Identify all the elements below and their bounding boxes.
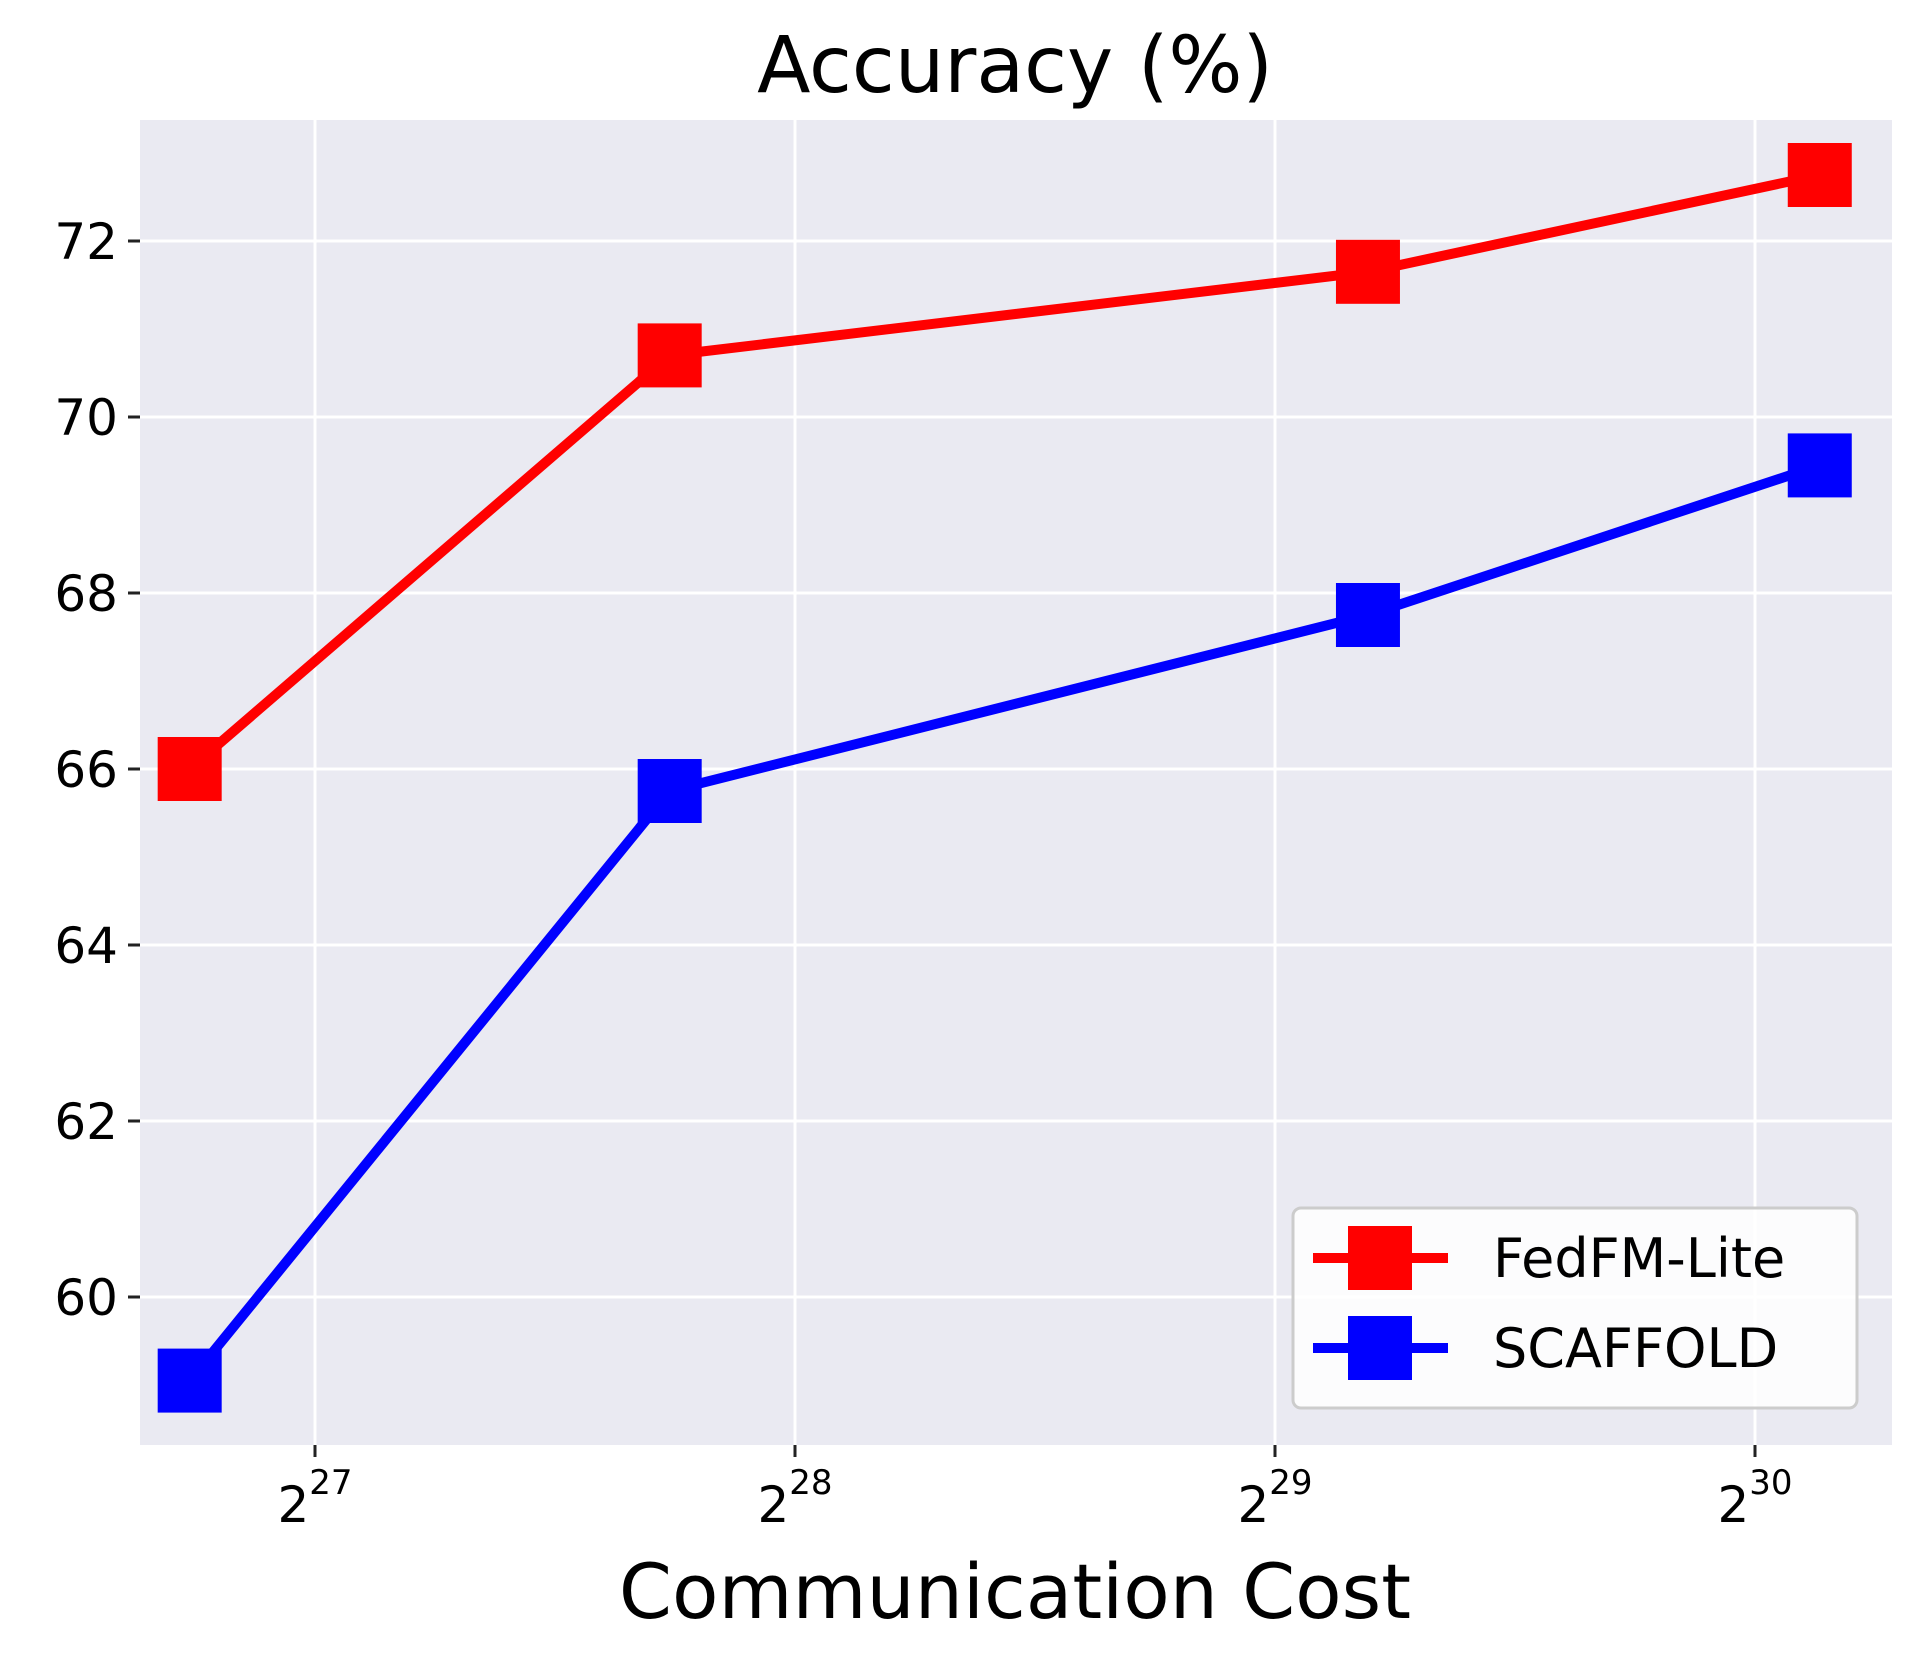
data-point-marker: [1335, 583, 1400, 647]
x-tick-exponent: 28: [789, 1463, 832, 1503]
data-point-marker: [157, 737, 222, 801]
data-point-marker: [1335, 239, 1400, 304]
data-point-marker: [637, 759, 702, 823]
y-tick-label: 60: [54, 1269, 118, 1327]
x-tick-base: 2: [1237, 1476, 1269, 1534]
y-tick-label: 72: [54, 213, 118, 271]
legend-marker: [1348, 1226, 1412, 1290]
x-axis-label: Communication Cost: [619, 1547, 1411, 1636]
data-point-marker: [1787, 143, 1852, 207]
x-tick-base: 2: [757, 1476, 789, 1534]
x-tick-label: 229: [1237, 1463, 1312, 1534]
series-line-fedfm-lite: [186, 170, 1821, 773]
x-tick-exponent: 29: [1269, 1463, 1312, 1503]
x-tick-exponent: 30: [1749, 1463, 1792, 1503]
data-point-marker: [637, 323, 702, 388]
x-tick-base: 2: [277, 1476, 309, 1534]
legend-marker: [1348, 1316, 1412, 1380]
x-tick-label: 228: [757, 1463, 832, 1534]
y-tick-label: 62: [54, 1093, 118, 1151]
y-tick-label: 66: [54, 741, 118, 799]
y-tick-label: 68: [54, 565, 118, 623]
series-layer: [157, 143, 1852, 1413]
data-point-marker: [1787, 433, 1852, 498]
x-tick-label: 227: [277, 1463, 352, 1534]
data-point-marker: [157, 1348, 222, 1413]
y-tick-label: 70: [54, 389, 118, 447]
y-tick-label: 64: [54, 917, 118, 975]
x-tick-exponent: 27: [309, 1463, 352, 1503]
legend: FedFM-Lite SCAFFOLD: [1291, 1206, 1859, 1410]
legend-label: SCAFFOLD: [1493, 1317, 1778, 1380]
x-axis-ticks: 227 228 229 230: [277, 1445, 1793, 1534]
legend-label: FedFM-Lite: [1493, 1227, 1785, 1290]
x-tick-base: 2: [1717, 1476, 1749, 1534]
y-axis-ticks: 60 62 64 66 68 70 72: [54, 213, 140, 1327]
x-tick-label: 230: [1717, 1463, 1792, 1534]
chart-title: Accuracy (%): [757, 21, 1273, 111]
series-line-scaffold: [185, 460, 1822, 1384]
